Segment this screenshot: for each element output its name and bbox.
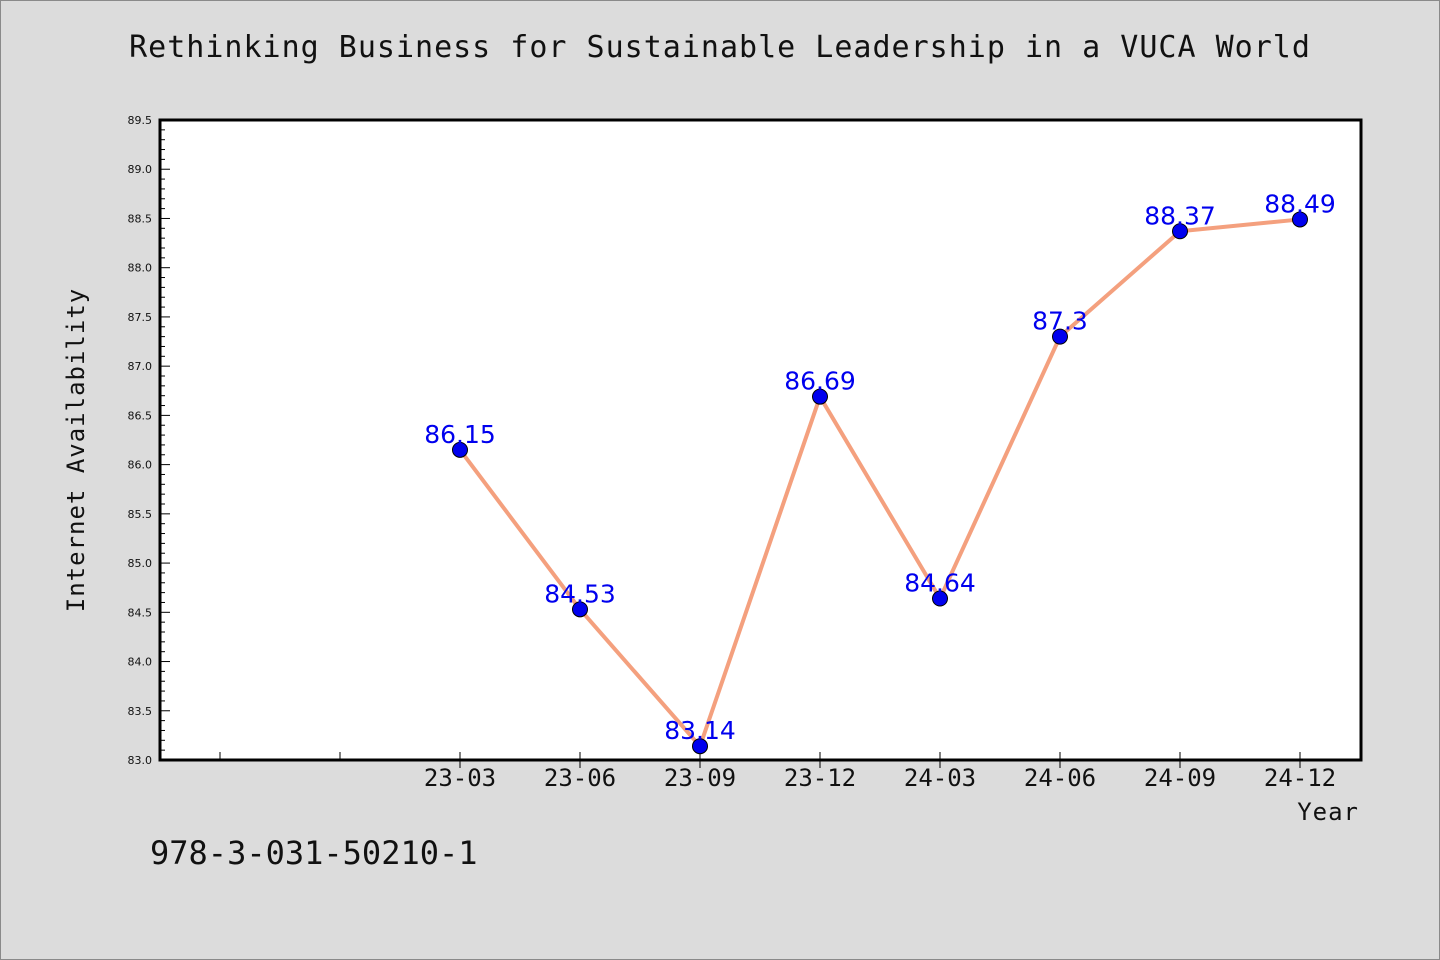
data-point (692, 738, 708, 755)
y-tick-label: 84.0 (128, 656, 153, 669)
y-tick-label: 89.5 (128, 114, 153, 127)
isbn-text: 978-3-031-50210-1 (150, 834, 478, 872)
x-axis-label: Year (1297, 798, 1359, 826)
data-label: 84.64 (904, 569, 976, 598)
x-tick-label: 24-03 (904, 764, 976, 792)
x-tick-label: 23-06 (544, 764, 616, 792)
y-tick-label: 89.0 (128, 163, 153, 176)
x-tick-label: 24-09 (1144, 764, 1216, 792)
x-tick-label: 23-09 (664, 764, 736, 792)
data-point (1292, 211, 1308, 228)
y-axis-label: Internet Availability (62, 288, 90, 612)
y-tick-label: 86.0 (128, 459, 153, 472)
data-point (572, 601, 588, 618)
y-tick-label: 84.5 (128, 606, 153, 619)
data-label: 86.15 (424, 420, 496, 449)
x-tick-label: 24-12 (1264, 764, 1336, 792)
data-label: 84.53 (544, 579, 616, 608)
y-tick-label: 83.5 (128, 705, 153, 718)
data-point (452, 441, 468, 458)
data-point (1172, 223, 1188, 240)
data-point (1052, 328, 1068, 345)
data-label: 83.14 (664, 716, 736, 745)
data-point (932, 590, 948, 607)
y-tick-label: 85.0 (128, 557, 153, 570)
y-tick-label: 88.0 (128, 262, 153, 275)
y-tick-label: 87.0 (128, 360, 153, 373)
y-tick-label: 85.5 (128, 508, 153, 521)
data-label: 88.37 (1144, 201, 1216, 230)
x-tick-label: 23-03 (424, 764, 496, 792)
chart-title: Rethinking Business for Sustainable Lead… (129, 30, 1311, 65)
y-tick-label: 87.5 (128, 311, 153, 324)
series-line (458, 217, 1301, 749)
data-label: 88.49 (1264, 189, 1336, 218)
data-label: 86.69 (784, 367, 856, 396)
plot-area (158, 118, 1363, 762)
y-tick-label: 88.5 (128, 212, 153, 225)
x-tick-label: 24-06 (1024, 764, 1096, 792)
data-label: 87.3 (1032, 307, 1088, 336)
y-tick-label: 86.5 (128, 409, 153, 422)
data-point (812, 388, 828, 405)
y-tick-label: 83.0 (128, 754, 153, 767)
x-tick-label: 23-12 (784, 764, 856, 792)
